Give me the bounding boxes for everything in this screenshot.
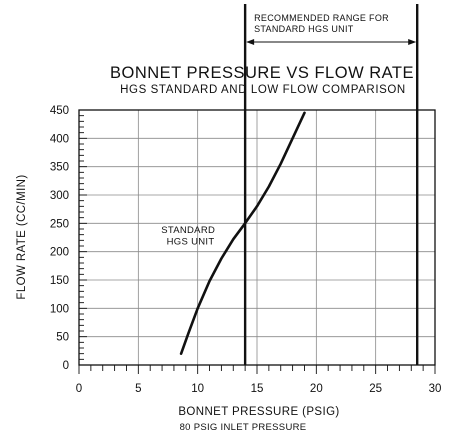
series-layer <box>179 111 306 356</box>
x-axis-note: 80 PSIG INLET PRESSURE <box>180 422 307 433</box>
y-tick-label: 300 <box>50 190 69 202</box>
range-arrowhead-right <box>408 39 417 45</box>
series-label-line-1: STANDARD <box>161 225 215 236</box>
x-tick-label: 0 <box>76 383 82 395</box>
minor-ticks <box>78 109 436 374</box>
x-tick-label: 20 <box>310 383 323 395</box>
y-tick-label: 200 <box>50 247 69 259</box>
x-tick-label: 30 <box>429 383 442 395</box>
y-tick-label: 50 <box>56 332 69 344</box>
series-line-standard-hgs <box>179 111 306 356</box>
y-tick-label: 450 <box>50 105 69 117</box>
y-tick-label: 250 <box>50 218 69 230</box>
y-tick-label: 100 <box>50 303 69 315</box>
series-label-line-2: HGS UNIT <box>167 236 215 247</box>
chart-title: BONNET PRESSURE VS FLOW RATE <box>110 64 414 82</box>
plot-frame <box>78 109 436 366</box>
y-tick-label: 400 <box>50 133 69 145</box>
recommended-range-annotation <box>246 39 417 45</box>
y-tick-label: 350 <box>50 162 69 174</box>
x-tick-label: 15 <box>251 383 264 395</box>
y-tick-label: 0 <box>63 360 69 372</box>
range-label-line-1: RECOMMENDED RANGE FOR <box>254 13 389 23</box>
x-axis-label: BONNET PRESSURE (PSIG) <box>178 406 339 418</box>
x-tick-labels: 0 5 10 15 20 25 30 <box>76 383 442 395</box>
grid <box>79 110 435 365</box>
x-tick-label: 5 <box>135 383 141 395</box>
x-tick-label: 25 <box>369 383 382 395</box>
y-tick-label: 150 <box>50 275 69 287</box>
chart-subtitle: HGS STANDARD AND LOW FLOW COMPARISON <box>120 84 406 96</box>
reference-lines <box>243 4 419 365</box>
x-tick-label: 10 <box>191 383 204 395</box>
range-arrowhead-left <box>246 39 255 45</box>
range-label-line-2: STANDARD HGS UNIT <box>254 24 354 34</box>
y-axis-label: FLOW RATE (CC/MIN) <box>16 174 28 299</box>
y-tick-labels: 0 50 100 150 200 250 300 350 400 450 <box>50 105 69 372</box>
